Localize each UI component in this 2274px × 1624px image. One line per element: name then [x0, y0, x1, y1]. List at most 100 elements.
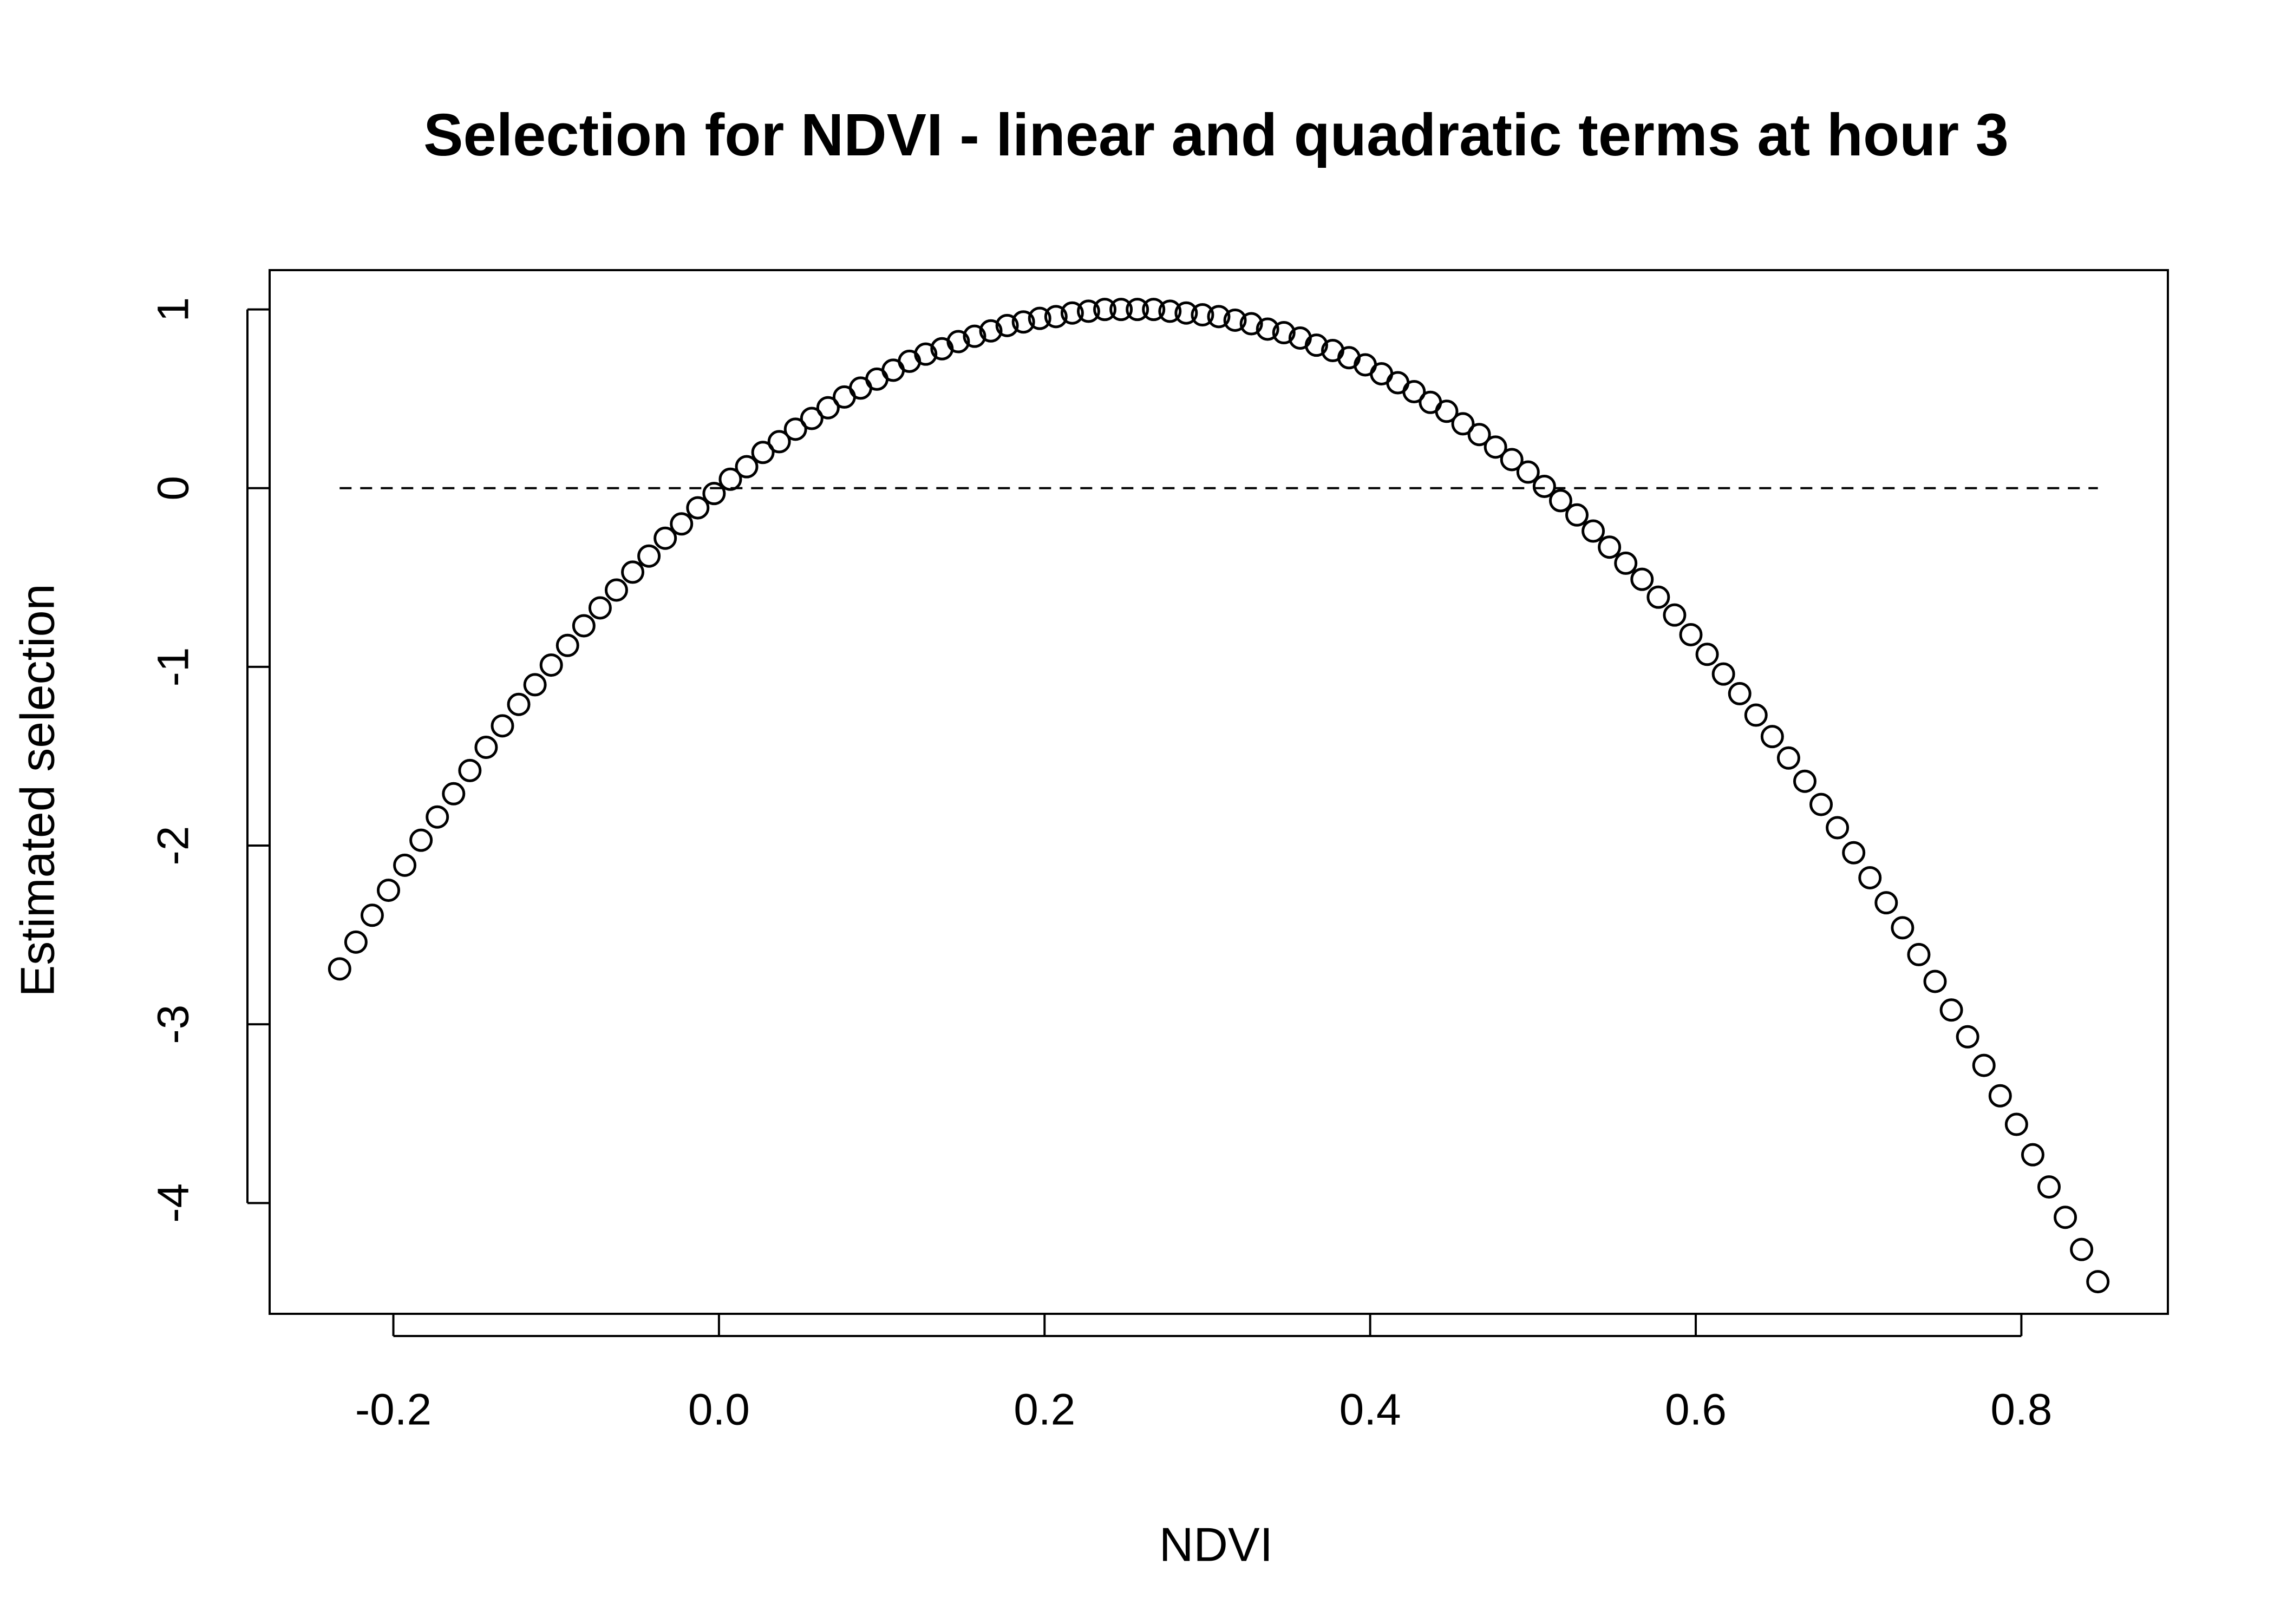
chart-title: Selection for NDVI - linear and quadrati…	[423, 102, 2009, 168]
point	[2086, 1270, 2110, 1294]
x-tick-label: 0.8	[1990, 1385, 2052, 1435]
point	[458, 758, 482, 782]
point	[1060, 301, 1084, 325]
x-tick-label: 0.4	[1339, 1385, 1401, 1435]
point	[2004, 1112, 2028, 1136]
y-tick-label: -3	[149, 1005, 198, 1044]
y-axis-label: Estimated selection	[10, 584, 64, 997]
point	[1516, 460, 1540, 484]
point	[1646, 585, 1670, 609]
x-axis-label: NDVI	[1159, 1517, 1273, 1571]
y-tick-label: 1	[149, 297, 198, 322]
point	[1402, 379, 1426, 403]
point	[1304, 333, 1328, 357]
point	[507, 692, 531, 716]
point	[1923, 970, 1947, 993]
point	[783, 417, 807, 441]
point	[360, 903, 384, 927]
point	[442, 782, 466, 806]
point	[1809, 793, 1833, 816]
point	[1272, 321, 1296, 345]
point	[1109, 298, 1133, 322]
point	[344, 930, 368, 954]
point	[1028, 306, 1051, 330]
point	[491, 714, 514, 738]
point	[539, 653, 563, 677]
point	[1842, 841, 1866, 865]
y-tick-label: -4	[149, 1183, 198, 1223]
point	[1126, 298, 1149, 322]
point	[1044, 305, 1068, 329]
point	[621, 560, 645, 584]
point	[377, 879, 401, 902]
point	[1484, 435, 1507, 459]
point	[946, 330, 970, 353]
point	[995, 313, 1019, 337]
point	[328, 957, 351, 981]
point	[979, 319, 1003, 343]
point	[1467, 423, 1491, 447]
point	[1956, 1025, 1979, 1049]
point	[718, 467, 742, 491]
point	[1532, 474, 1556, 498]
point	[2037, 1175, 2061, 1199]
point	[1451, 412, 1475, 436]
point	[1630, 567, 1654, 591]
point	[2021, 1143, 2044, 1167]
point	[963, 324, 986, 348]
x-tick-label: 0.2	[1014, 1385, 1075, 1435]
point	[1223, 308, 1247, 332]
point	[1695, 643, 1719, 666]
point	[604, 578, 628, 602]
point	[572, 614, 596, 638]
point	[1158, 299, 1182, 323]
point	[1565, 503, 1589, 527]
point	[751, 441, 775, 464]
point	[1826, 816, 1850, 840]
point	[1679, 623, 1703, 646]
point	[800, 407, 824, 430]
point	[670, 512, 694, 536]
point	[1744, 703, 1768, 727]
point	[1793, 769, 1816, 793]
point	[1548, 489, 1572, 513]
point	[1907, 942, 1931, 966]
point	[1891, 916, 1914, 940]
point	[686, 496, 710, 520]
point	[1174, 301, 1198, 325]
x-tick-label: -0.2	[355, 1385, 432, 1435]
point	[1582, 519, 1605, 543]
point	[767, 430, 791, 454]
point	[409, 828, 433, 852]
point	[914, 342, 938, 366]
point	[588, 596, 612, 620]
point	[654, 526, 677, 550]
point	[1988, 1084, 2012, 1108]
point	[1142, 298, 1166, 322]
point	[1207, 305, 1231, 329]
point	[1239, 312, 1263, 336]
point	[1093, 298, 1117, 322]
point	[556, 633, 579, 657]
point	[1728, 682, 1752, 705]
point	[816, 396, 840, 420]
point	[702, 482, 726, 506]
point	[1500, 448, 1524, 472]
point	[1760, 725, 1784, 749]
point	[1663, 603, 1687, 627]
point	[1939, 998, 1963, 1022]
point	[393, 853, 417, 877]
y-tick-label: -1	[149, 647, 198, 686]
point	[1614, 551, 1638, 575]
point	[1874, 891, 1898, 915]
point	[735, 455, 759, 479]
point	[1435, 400, 1459, 423]
point	[1972, 1053, 1996, 1077]
x-tick-label: 0.6	[1665, 1385, 1727, 1435]
point	[1711, 662, 1735, 686]
point	[1011, 310, 1035, 334]
point	[474, 735, 498, 759]
y-tick-label: 0	[149, 476, 198, 501]
point	[426, 805, 449, 829]
